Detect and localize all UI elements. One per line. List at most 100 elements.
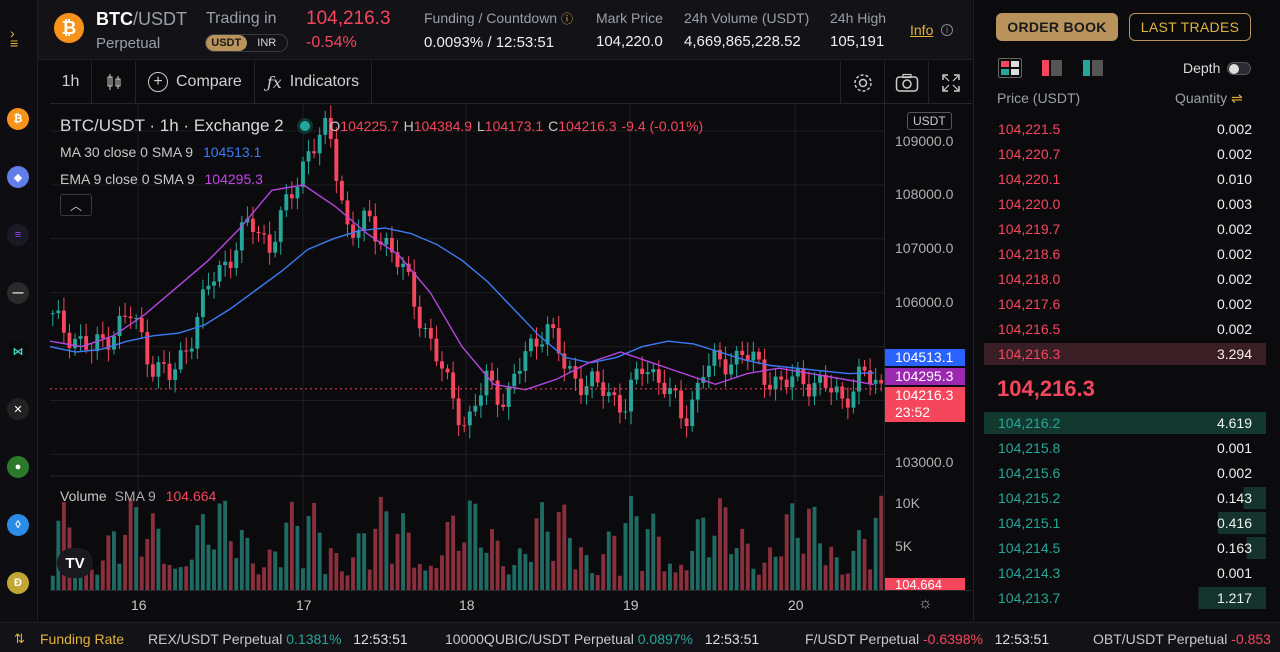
candle-body <box>150 364 155 377</box>
ask-row[interactable]: 104,220.0 0.003 <box>984 193 1266 215</box>
ema-legend[interactable]: EMA 9 close 0 SMA 9 104295.3 <box>60 171 263 187</box>
ask-row[interactable]: 104,219.7 0.002 <box>984 218 1266 240</box>
ask-row[interactable]: 104,216.3 3.294 <box>984 343 1266 365</box>
price-axis[interactable]: USDT 109000.0 108000.0 107000.0 106000.0… <box>884 104 972 590</box>
ask-row[interactable]: 104,221.5 0.002 <box>984 118 1266 140</box>
volume-bar <box>406 532 411 590</box>
ask-quantity: 0.003 <box>1216 196 1252 212</box>
candle-body <box>117 315 122 337</box>
funding-info-icon[interactable]: ⓘ <box>560 12 573 26</box>
tab-order-book[interactable]: ORDER BOOK <box>996 13 1118 41</box>
bid-row[interactable]: 104,215.2 0.143 <box>984 487 1266 509</box>
bitcoin-coin-icon[interactable]: ₿ <box>7 108 29 130</box>
candle-body <box>540 344 545 347</box>
bid-row[interactable]: 104,214.3 0.001 <box>984 562 1266 584</box>
last-price: 104,216.3 <box>306 8 391 29</box>
view-asks-icon[interactable] <box>1042 60 1062 76</box>
volume-bar <box>617 575 622 590</box>
bid-row[interactable]: 104,213.7 1.217 <box>984 587 1266 609</box>
ethereum-coin-icon[interactable]: ◆ <box>7 166 29 188</box>
auto-scale-sun-icon[interactable]: ☼ <box>918 595 933 612</box>
candle-type-button[interactable] <box>92 61 136 103</box>
candle-body <box>662 382 667 395</box>
compare-button[interactable]: + Compare <box>136 61 255 103</box>
volume-bar <box>601 554 606 590</box>
bid-price: 104,215.1 <box>998 515 1061 531</box>
solana-coin-icon[interactable]: ≡ <box>7 224 29 246</box>
sui-coin-icon[interactable]: ◊ <box>7 514 29 536</box>
volume-bar <box>173 568 178 590</box>
ask-row[interactable]: 104,218.0 0.002 <box>984 268 1266 290</box>
depth-toggle[interactable] <box>1227 62 1251 75</box>
time-axis[interactable]: 16 17 18 19 20 ☼ <box>50 590 972 620</box>
ticker-item[interactable]: OBT/USDT Perpetual -0.853 <box>1093 631 1271 647</box>
ticker-item[interactable]: F/USDT Perpetual -0.6398% 12:53:51 <box>805 631 1049 647</box>
candle-body <box>679 390 684 419</box>
currency-tag: USDT <box>907 112 952 130</box>
volume-legend[interactable]: Volume SMA 9 104.664 <box>60 488 216 504</box>
screenshot-button[interactable] <box>884 61 928 104</box>
coin-bow-icon[interactable]: ⋈ <box>7 340 29 362</box>
volume-bar <box>868 569 873 590</box>
indicators-button[interactable]: ƒx Indicators <box>255 61 373 103</box>
candle-body <box>200 289 205 318</box>
volume-bar <box>812 506 817 590</box>
ticker-item[interactable]: 10000QUBIC/USDT Perpetual 0.0897% 12:53:… <box>445 631 759 647</box>
view-bids-icon[interactable] <box>1083 60 1103 76</box>
view-both-icon[interactable] <box>998 58 1022 78</box>
currency-toggle[interactable]: USDT INR <box>205 34 288 52</box>
price-chart[interactable] <box>50 104 884 590</box>
interval-button[interactable]: 1h <box>50 61 92 103</box>
ask-row[interactable]: 104,217.6 0.002 <box>984 293 1266 315</box>
tradingview-logo[interactable]: TV <box>57 548 93 578</box>
currency-option-usdt[interactable]: USDT <box>206 35 247 51</box>
ma-legend[interactable]: MA 30 close 0 SMA 9 104513.1 <box>60 144 261 160</box>
time-tick: 19 <box>623 597 639 613</box>
last-price-badge: 104216.3 23:52 <box>885 387 965 422</box>
candle-body <box>851 391 856 408</box>
candle-body <box>345 200 350 225</box>
info-link[interactable]: Info <box>910 22 934 38</box>
volume-bar <box>840 574 845 590</box>
funding-ticker[interactable]: ⇅ Funding Rate REX/USDT Perpetual 0.1381… <box>0 622 1280 652</box>
candle-body <box>106 338 111 350</box>
indicators-label: Indicators <box>289 73 360 90</box>
pair-name[interactable]: BTC/USDT <box>96 9 187 29</box>
candle-body <box>306 151 311 162</box>
volume-bar <box>484 552 489 590</box>
pepe-coin-icon[interactable]: ● <box>7 456 29 478</box>
volume-bar <box>540 502 545 590</box>
ask-row[interactable]: 104,218.6 0.002 <box>984 243 1266 265</box>
ask-row[interactable]: 104,216.5 0.002 <box>984 318 1266 340</box>
bid-row[interactable]: 104,215.1 0.416 <box>984 512 1266 534</box>
currency-option-inr[interactable]: INR <box>257 37 277 49</box>
volume-bar <box>473 503 478 590</box>
ask-row[interactable]: 104,220.7 0.002 <box>984 143 1266 165</box>
expand-rail-icon[interactable]: › ≡ <box>10 25 19 51</box>
tab-last-trades[interactable]: LAST TRADES <box>1129 13 1251 41</box>
settings-button[interactable] <box>840 61 884 104</box>
mark-price-stat: Mark Price 104,220.0 <box>596 10 663 50</box>
xrp-coin-icon[interactable]: ✕ <box>7 398 29 420</box>
quantity-column-header[interactable]: Quantity ⇌ <box>1175 90 1243 107</box>
fullscreen-button[interactable] <box>928 61 972 104</box>
volume-bar <box>751 568 756 590</box>
coin-dark-icon[interactable]: — <box>7 282 29 304</box>
volume-bar <box>317 532 322 590</box>
collapse-legend-button[interactable]: ︿ <box>60 194 92 216</box>
ask-row[interactable]: 104,220.1 0.010 <box>984 168 1266 190</box>
bid-row[interactable]: 104,214.5 0.163 <box>984 537 1266 559</box>
ask-price: 104,219.7 <box>998 221 1061 237</box>
bid-row[interactable]: 104,216.2 4.619 <box>984 412 1266 434</box>
volume-bar <box>356 533 361 590</box>
price-tick: 103000.0 <box>895 454 954 470</box>
bid-row[interactable]: 104,215.8 0.001 <box>984 437 1266 459</box>
ohlc-close: 104216.3 <box>558 118 617 134</box>
doge-coin-icon[interactable]: Ð <box>7 572 29 594</box>
function-icon: ƒx <box>266 72 282 92</box>
candle-body <box>768 384 772 390</box>
info-icon[interactable]: i <box>941 24 953 36</box>
bid-row[interactable]: 104,215.6 0.002 <box>984 462 1266 484</box>
ticker-item[interactable]: REX/USDT Perpetual 0.1381% 12:53:51 <box>148 631 408 647</box>
candle-body <box>128 316 133 319</box>
